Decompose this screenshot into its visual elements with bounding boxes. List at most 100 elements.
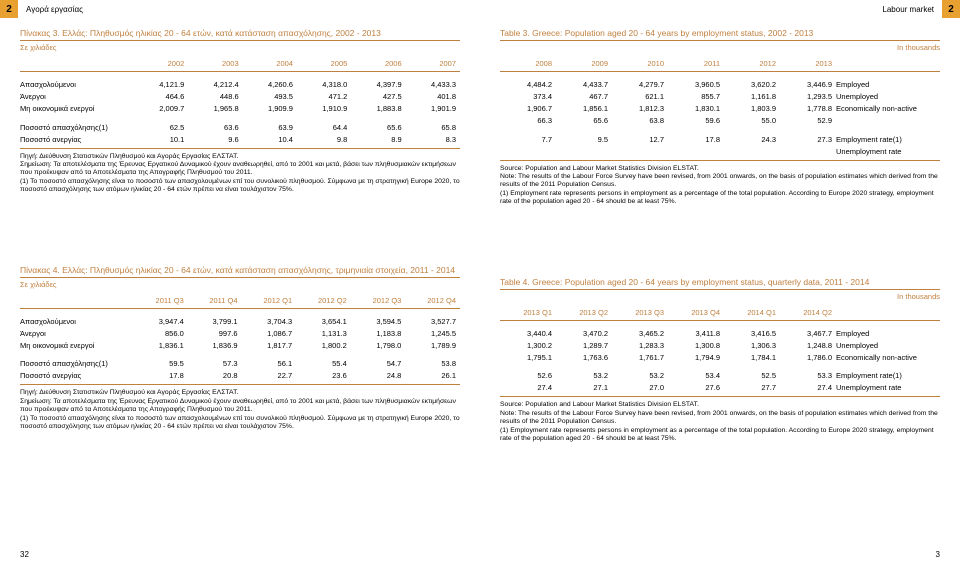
cell: 1,289.7 <box>556 339 612 351</box>
page-right: Table 3. Greece: Population aged 20 - 64… <box>480 0 960 567</box>
table-unit: In thousands <box>500 43 940 52</box>
col-header: 2012 Q2 <box>296 293 351 309</box>
cell <box>612 145 668 160</box>
cell: 1,778.8 <box>780 103 836 115</box>
cell: 64.4 <box>297 115 351 134</box>
row-label: Απασχολούμενοι <box>20 308 134 327</box>
cell: 3,960.5 <box>668 72 724 91</box>
cell: 1,763.6 <box>556 351 612 363</box>
cell: 1,245.5 <box>405 327 460 339</box>
cell: 1,794.9 <box>668 351 724 363</box>
table-title: Table 4. Greece: Population aged 20 - 64… <box>500 277 869 287</box>
cell: 1,906.7 <box>500 103 556 115</box>
row-label <box>836 115 940 127</box>
table-footnote: Πηγή: Διεύθυνση Στατιστικών Πληθυσμού κα… <box>20 389 460 431</box>
col-header: 2013 Q2 <box>556 305 612 321</box>
cell: 1,883.8 <box>351 103 405 115</box>
cell: 4,260.6 <box>243 72 297 91</box>
table-unit: Σε χιλιάδες <box>20 280 460 289</box>
cell: 9.5 <box>556 127 612 146</box>
cell: 1,830.1 <box>668 103 724 115</box>
cell: 63.8 <box>612 115 668 127</box>
cell <box>780 145 836 160</box>
cell: 27.4 <box>500 382 556 397</box>
cell: 1,836.1 <box>134 339 188 351</box>
cell: 53.2 <box>612 363 668 382</box>
cell: 4,397.9 <box>351 72 405 91</box>
cell: 3,470.2 <box>556 320 612 339</box>
cell <box>556 145 612 160</box>
cell: 59.6 <box>668 115 724 127</box>
cell: 1,161.8 <box>724 91 780 103</box>
cell: 10.4 <box>243 133 297 148</box>
table-unit: In thousands <box>500 292 940 301</box>
cell: 1,798.0 <box>351 339 406 351</box>
cell: 52.6 <box>500 363 556 382</box>
cell: 59.5 <box>134 351 188 370</box>
cell: 1,300.8 <box>668 339 724 351</box>
row-label: Employed <box>836 72 940 91</box>
col-header: 2012 Q3 <box>351 293 406 309</box>
cell: 1,248.8 <box>780 339 836 351</box>
cell: 12.7 <box>612 127 668 146</box>
col-header: 2004 <box>243 56 297 72</box>
cell: 10.1 <box>134 133 188 148</box>
page-number: 3 <box>936 550 940 559</box>
cell: 1,283.3 <box>612 339 668 351</box>
cell: 8.9 <box>351 133 405 148</box>
data-table: 2011 Q32011 Q42012 Q12012 Q22012 Q32012 … <box>20 293 460 386</box>
cell: 3,620.2 <box>724 72 780 91</box>
cell: 54.7 <box>351 351 406 370</box>
cell: 1,789.9 <box>405 339 460 351</box>
cell: 24.3 <box>724 127 780 146</box>
cell: 53.8 <box>405 351 460 370</box>
col-header: 2008 <box>500 56 556 72</box>
data-table: 200220032004200520062007Απασχολούμενοι4,… <box>20 56 460 149</box>
cell: 55.4 <box>296 351 351 370</box>
cell <box>724 145 780 160</box>
cell: 1,965.8 <box>188 103 242 115</box>
cell: 57.3 <box>188 351 242 370</box>
col-header: 2010 <box>612 56 668 72</box>
row-label: Unemployment rate <box>836 145 940 160</box>
col-header: 2002 <box>134 56 188 72</box>
col-header: 2013 <box>780 56 836 72</box>
row-label: Άνεργοι <box>20 327 134 339</box>
cell: 63.9 <box>243 115 297 134</box>
cell: 1,817.7 <box>242 339 297 351</box>
table4-right: Table 4. Greece: Population aged 20 - 64… <box>500 277 940 444</box>
table-title: Πίνακας 4. Ελλάς: Πληθυσμός ηλικίας 20 -… <box>20 265 455 275</box>
cell: 27.3 <box>780 127 836 146</box>
table-footnote: Source: Population and Labour Market Sta… <box>500 401 940 443</box>
cell: 52.5 <box>724 363 780 382</box>
cell: 7.7 <box>500 127 556 146</box>
cell: 65.8 <box>406 115 460 134</box>
cell: 66.3 <box>500 115 556 127</box>
col-header: 2011 <box>668 56 724 72</box>
table-title: Πίνακας 3. Ελλάς: Πληθυσμός ηλικίας 20 -… <box>20 28 381 38</box>
col-header: 2012 Q4 <box>405 293 460 309</box>
cell: 3,704.3 <box>242 308 297 327</box>
row-label: Unemployment rate <box>836 382 940 397</box>
cell: 3,947.4 <box>134 308 188 327</box>
col-header: 2006 <box>351 56 405 72</box>
cell: 20.8 <box>188 370 242 385</box>
cell: 4,212.4 <box>188 72 242 91</box>
cell: 427.5 <box>351 91 405 103</box>
cell: 4,318.0 <box>297 72 351 91</box>
cell: 1,836.9 <box>188 339 242 351</box>
cell: 63.6 <box>188 115 242 134</box>
cell: 4,484.2 <box>500 72 556 91</box>
cell: 1,761.7 <box>612 351 668 363</box>
cell: 1,131.3 <box>296 327 351 339</box>
cell: 4,279.7 <box>612 72 668 91</box>
cell: 621.1 <box>612 91 668 103</box>
col-header: 2009 <box>556 56 612 72</box>
cell: 27.4 <box>780 382 836 397</box>
cell: 24.8 <box>351 370 406 385</box>
cell: 2,009.7 <box>134 103 188 115</box>
cell: 373.4 <box>500 91 556 103</box>
cell: 9.8 <box>297 133 351 148</box>
cell: 3,411.8 <box>668 320 724 339</box>
col-header: 2005 <box>297 56 351 72</box>
